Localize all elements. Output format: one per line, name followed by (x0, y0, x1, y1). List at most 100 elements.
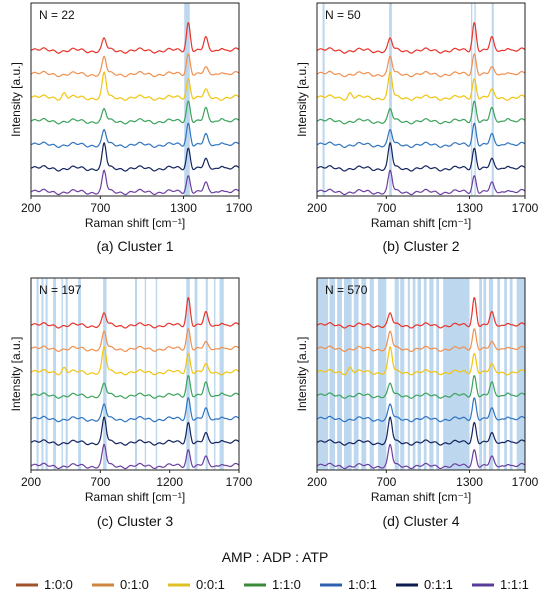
x-tick-label: 700 (90, 201, 110, 215)
legend-label: 0:0:1 (196, 577, 225, 592)
x-axis-label: Raman shift [cm⁻¹] (371, 216, 471, 230)
series-line-1:1:1 (30, 169, 240, 196)
shaded-band (488, 278, 494, 470)
series-line-1:0:0 (316, 21, 526, 54)
shaded-band (53, 278, 56, 470)
series-line-0:0:1 (30, 346, 240, 376)
series-line-0:1:1 (30, 142, 240, 172)
shaded-band (344, 278, 352, 470)
shaded-band (186, 278, 190, 470)
series-line-1:0:1 (30, 397, 240, 423)
series-line-0:1:1 (30, 416, 240, 446)
n-label: N = 570 (325, 283, 368, 297)
series-line-1:1:0 (316, 100, 526, 125)
shaded-band (78, 278, 81, 470)
x-tick-label: 1300 (456, 475, 483, 489)
legend-item-1:0:1: 1:0:1 (320, 577, 377, 592)
series-line-0:1:1 (316, 416, 526, 446)
x-tick-label: 200 (21, 475, 41, 489)
series-line-0:0:1 (30, 71, 240, 101)
shaded-band (417, 278, 421, 470)
legend-label: 1:1:0 (272, 577, 301, 592)
shaded-band (45, 278, 48, 470)
shaded-band (41, 278, 44, 470)
caption-d: (d) Cluster 4 (382, 513, 459, 529)
legend-item-1:1:1: 1:1:1 (472, 577, 529, 592)
shaded-band (322, 3, 325, 196)
shaded-band (474, 3, 476, 196)
shaded-band (61, 278, 63, 470)
shaded-band (219, 278, 224, 470)
series-line-1:0:1 (30, 122, 240, 148)
shaded-band (194, 278, 198, 470)
series-line-0:1:0 (316, 53, 526, 78)
series-line-0:0:1 (316, 346, 526, 376)
series-line-1:0:1 (316, 397, 526, 423)
series-line-1:1:0 (30, 100, 240, 125)
shaded-band (436, 278, 440, 470)
shaded-band (144, 278, 147, 470)
x-axis-label: Raman shift [cm⁻¹] (85, 490, 185, 504)
legend-item-1:0:0: 1:0:0 (16, 577, 73, 592)
series-line-0:1:1 (316, 142, 526, 172)
shaded-band (483, 278, 487, 470)
series-line-1:0:0 (30, 296, 240, 329)
plot-frame (316, 277, 526, 471)
shaded-band (329, 278, 336, 470)
series-line-1:1:1 (316, 169, 526, 196)
series-line-0:1:0 (30, 53, 240, 78)
x-tick-label: 200 (307, 475, 327, 489)
x-tick-label: 1300 (170, 201, 197, 215)
plot-frame (30, 277, 240, 471)
x-tick-label: 200 (307, 201, 327, 215)
x-axis-label: Raman shift [cm⁻¹] (371, 490, 471, 504)
shaded-band (353, 278, 359, 470)
shaded-band (470, 3, 473, 196)
x-tick-label: 1700 (226, 475, 253, 489)
n-label: N = 22 (39, 8, 75, 22)
legend-label: 0:1:0 (120, 577, 149, 592)
shaded-band (337, 278, 342, 470)
x-tick-label: 700 (376, 475, 396, 489)
y-axis-label: Intensity [a.u.] (9, 337, 23, 412)
x-tick-label: 1700 (512, 475, 539, 489)
panel-2: N = 197 200 700 1200 1700 Raman shift [cm⁻¹] I… (9, 277, 253, 504)
x-tick-label: 1700 (226, 201, 253, 215)
shaded-band (135, 278, 138, 470)
x-tick-label: 700 (376, 201, 396, 215)
y-axis-label: Intensity [a.u.] (295, 337, 309, 412)
shaded-band (429, 278, 434, 470)
series-line-1:1:1 (316, 443, 526, 470)
shaded-band (214, 278, 216, 470)
x-tick-label: 1300 (456, 201, 483, 215)
series-line-0:1:0 (30, 328, 240, 352)
legend-item-0:0:1: 0:0:1 (168, 577, 225, 592)
series-line-1:0:0 (316, 296, 526, 329)
series-line-0:1:0 (316, 328, 526, 352)
caption-b: (b) Cluster 2 (382, 238, 459, 254)
y-axis-label: Intensity [a.u.] (295, 62, 309, 137)
series-line-1:0:1 (316, 122, 526, 148)
shaded-band (184, 3, 190, 196)
series-line-1:0:0 (30, 21, 240, 54)
shaded-band (497, 278, 501, 470)
legend-item-0:1:0: 0:1:0 (92, 577, 149, 592)
legend-item-1:1:0: 1:1:0 (244, 577, 301, 592)
legend: 1:0:0 0:1:0 0:0:1 1:1:0 1:0:1 0:1:1 1:1:1 (16, 577, 529, 592)
x-tick-label: 200 (21, 201, 41, 215)
shaded-band (65, 278, 68, 470)
shaded-band (423, 278, 427, 470)
series-line-0:0:1 (316, 71, 526, 101)
shaded-band (491, 3, 494, 196)
shaded-band (36, 278, 39, 470)
legend-item-0:1:1: 0:1:1 (396, 577, 453, 592)
x-axis-label: Raman shift [cm⁻¹] (85, 216, 185, 230)
x-tick-label: 700 (90, 475, 110, 489)
series-line-1:1:1 (30, 443, 240, 470)
n-label: N = 50 (325, 8, 361, 22)
legend-title: AMP : ADP : ATP (222, 549, 329, 565)
legend-label: 1:1:1 (500, 577, 529, 592)
shaded-band (516, 278, 525, 470)
shaded-band (479, 278, 483, 470)
